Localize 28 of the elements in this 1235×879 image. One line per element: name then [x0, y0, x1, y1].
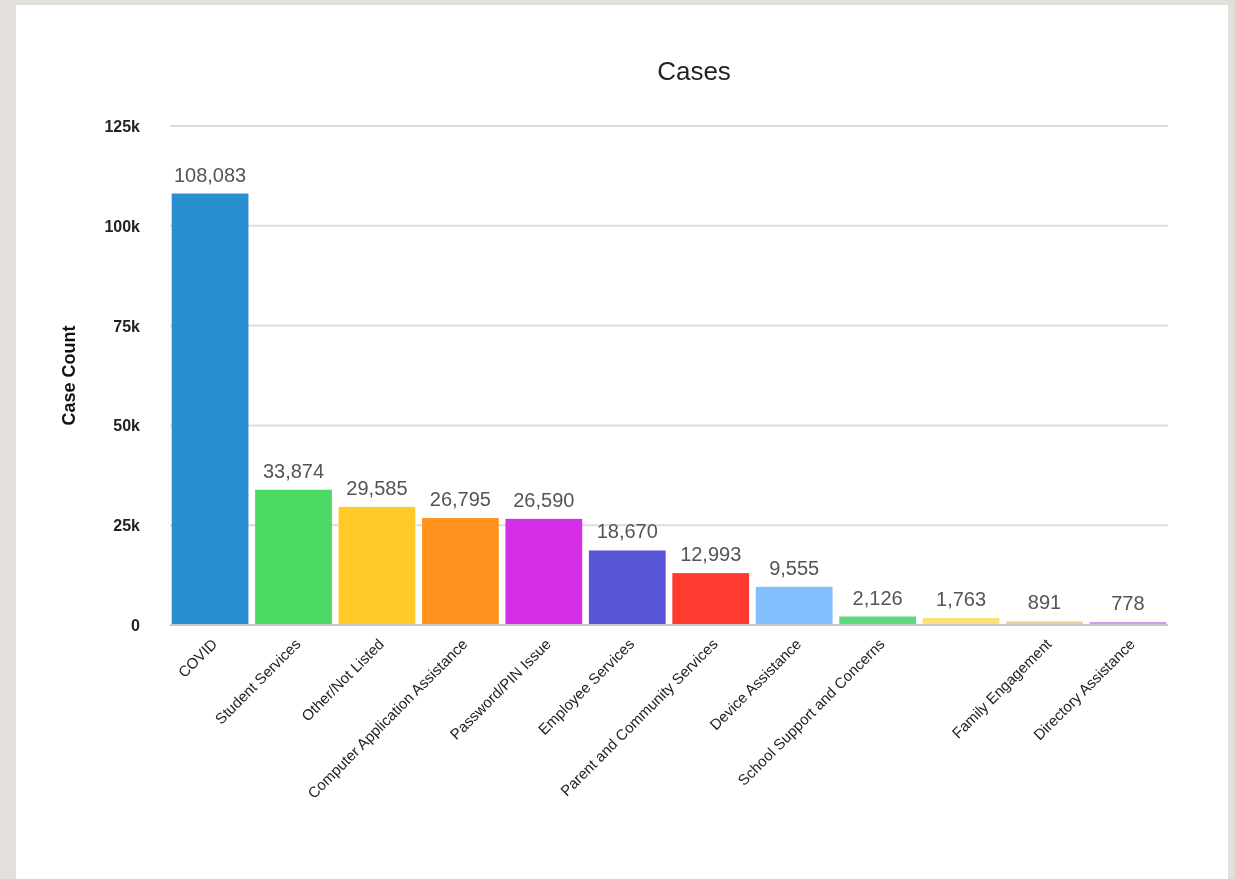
- y-tick-label: 25k: [113, 517, 141, 535]
- bar: [672, 573, 750, 625]
- y-axis-title: Case Count: [59, 325, 79, 426]
- data-label: 778: [1111, 591, 1145, 614]
- data-label: 33,874: [262, 459, 325, 482]
- bar: [255, 489, 332, 625]
- y-tick-label: 75k: [113, 317, 141, 335]
- bar: [422, 518, 499, 625]
- data-label: 29,585: [346, 476, 408, 499]
- data-label: 9,555: [769, 556, 820, 579]
- bar: [171, 193, 249, 625]
- bar: [755, 586, 833, 625]
- data-label: 891: [1027, 591, 1062, 614]
- y-tick-label: 125k: [104, 118, 141, 135]
- data-label: 26,795: [429, 488, 491, 511]
- bar: [505, 518, 583, 625]
- data-label: 108,083: [173, 163, 247, 186]
- data-label: 2,126: [852, 586, 903, 609]
- bar: [338, 506, 416, 625]
- data-label: 1,763: [936, 587, 987, 610]
- data-label: 26,590: [513, 488, 575, 511]
- chart-title: Cases: [657, 56, 731, 86]
- y-tick-label: 100k: [104, 217, 141, 235]
- y-tick-label: 0: [131, 617, 141, 634]
- data-label: 18,670: [596, 520, 658, 543]
- data-label: 12,993: [680, 543, 742, 566]
- bar: [588, 550, 666, 625]
- y-tick-label: 50k: [113, 417, 141, 435]
